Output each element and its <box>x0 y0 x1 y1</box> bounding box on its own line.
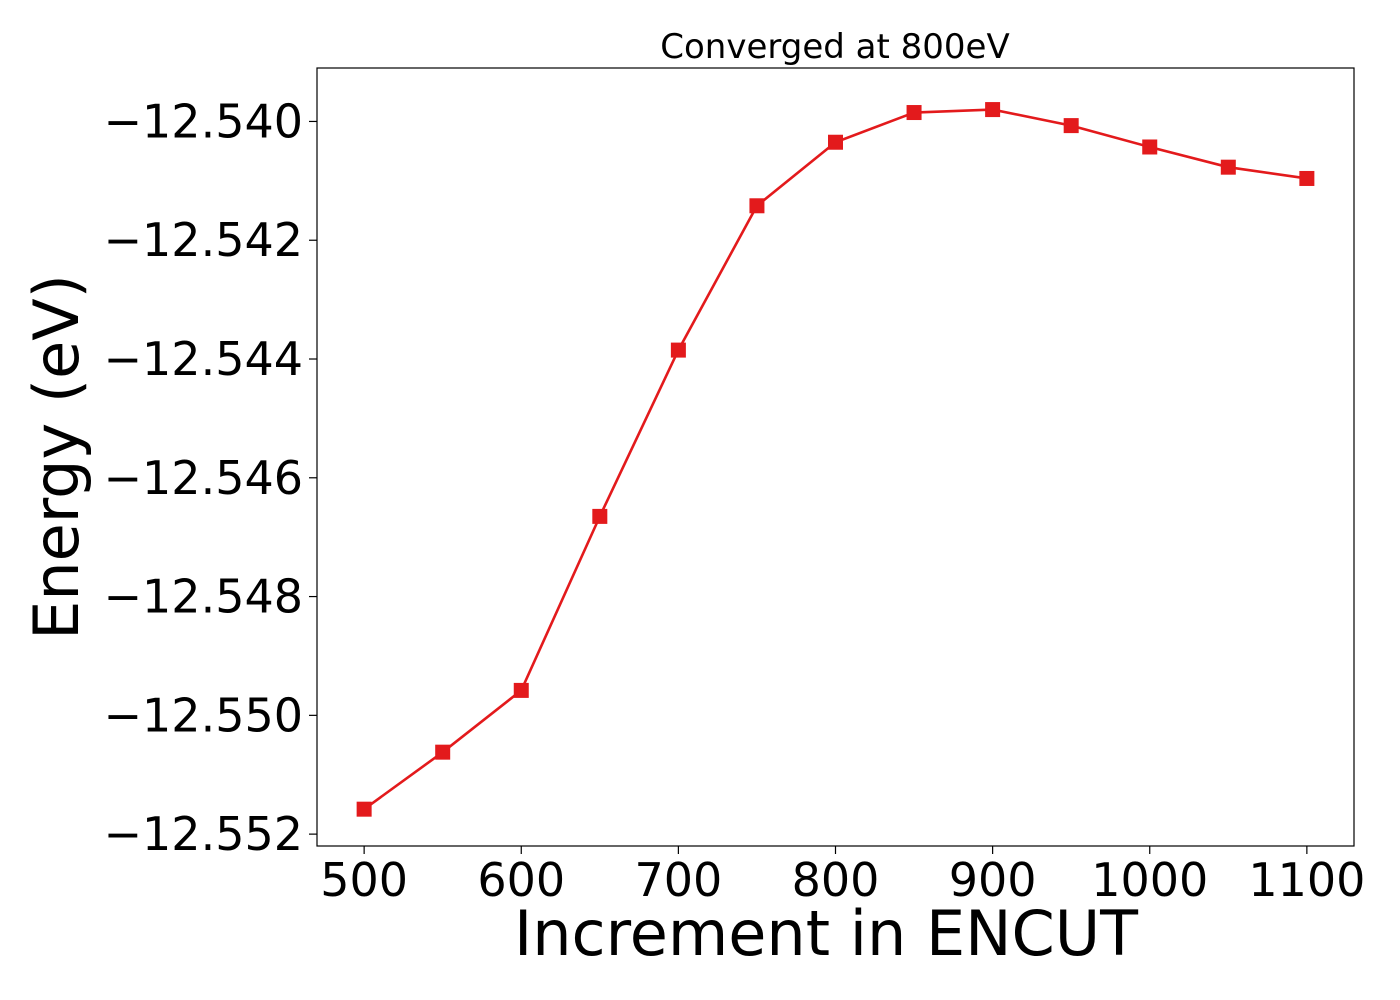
data-point <box>906 105 922 121</box>
y-axis-label: Energy (eV) <box>20 274 93 640</box>
y-tick-label: −12.552 <box>104 807 304 861</box>
data-point <box>1142 139 1158 155</box>
data-point <box>1220 159 1236 175</box>
data-point <box>513 682 529 698</box>
x-tick-label: 500 <box>320 853 408 907</box>
x-tick-label: 600 <box>477 853 565 907</box>
x-tick-label: 1000 <box>1091 853 1208 907</box>
data-point <box>1299 170 1315 186</box>
y-tick-label: −12.546 <box>104 451 304 505</box>
data-point <box>1063 118 1079 134</box>
data-point <box>435 744 451 760</box>
data-point <box>985 102 1001 118</box>
data-point <box>670 342 686 358</box>
data-point <box>828 134 843 150</box>
x-axis: 500 600 700 800 900 1000 1100 <box>320 846 1365 907</box>
y-tick-label: −12.544 <box>104 332 304 386</box>
x-axis-label: Increment in ENCUT <box>514 897 1139 970</box>
x-tick-label: 800 <box>792 853 880 907</box>
y-tick-label: −12.548 <box>104 570 304 624</box>
y-tick-label: −12.550 <box>104 688 304 742</box>
y-tick-label: −12.542 <box>104 213 304 267</box>
x-tick-label: 1100 <box>1248 853 1365 907</box>
data-point <box>592 508 608 524</box>
y-tick-label: −12.540 <box>104 94 304 148</box>
series-layer <box>356 102 1315 817</box>
chart-title: Converged at 800eV <box>660 27 1009 67</box>
data-point <box>749 198 765 214</box>
series-line <box>363 108 1308 811</box>
data-point <box>356 801 372 817</box>
y-axis: −12.552 −12.550 −12.548 −12.546 −12.544 −12.5… <box>104 94 317 861</box>
x-tick-label: 700 <box>634 853 722 907</box>
x-tick-label: 900 <box>949 853 1037 907</box>
